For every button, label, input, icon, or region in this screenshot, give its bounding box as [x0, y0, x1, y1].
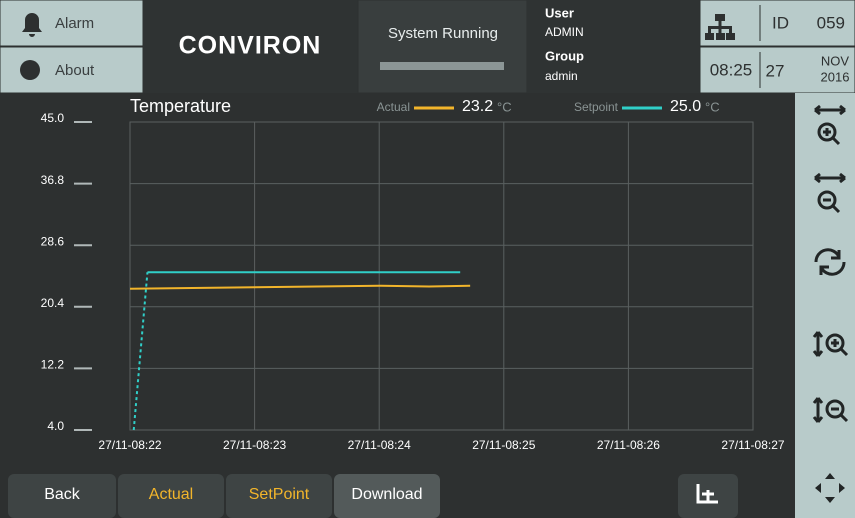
x-tick-label: 27/11-08:24: [348, 438, 411, 452]
x-tick-label: 27/11-08:25: [472, 438, 535, 452]
about-label: About: [55, 62, 95, 79]
legend-reading: 23.2: [462, 98, 493, 115]
x-tick-label: 27/11-08:23: [223, 438, 286, 452]
user-label: User: [545, 5, 574, 20]
group-label: Group: [545, 48, 584, 63]
y-tick-label: 36.8: [41, 173, 65, 187]
user: ADMIN: [545, 25, 584, 39]
legend-unit: °C: [705, 99, 720, 114]
x-tick-label: 27/11-08:26: [597, 438, 660, 452]
logo-panel: [143, 0, 358, 93]
x-tick-label: 27/11-08:27: [721, 438, 784, 452]
time: 08:25: [710, 60, 753, 79]
zoom-out-y-button[interactable]: [812, 397, 849, 423]
logo: CONVIRON: [179, 32, 322, 60]
footer-button-label: Back: [44, 486, 81, 503]
legend-unit: °C: [497, 99, 512, 114]
y-tick-label: 28.6: [41, 234, 65, 248]
download-button[interactable]: [334, 474, 440, 518]
series-line: [129, 284, 471, 290]
bell-icon: [22, 13, 42, 37]
alarm-button[interactable]: [0, 0, 144, 47]
legend-label: Actual: [377, 100, 410, 114]
zoom-in-x-button[interactable]: [814, 104, 846, 146]
pan-button[interactable]: [815, 473, 845, 503]
footer-button-label: SetPoint: [249, 486, 310, 503]
refresh-button[interactable]: [814, 248, 846, 276]
datetime-panel: [699, 46, 855, 94]
id: 059: [817, 13, 845, 32]
status-label: System Running: [388, 25, 498, 42]
setpoint-button[interactable]: [226, 474, 332, 518]
zoom-out-x-button[interactable]: [814, 172, 846, 214]
month: NOV: [821, 53, 850, 68]
day: 27: [766, 61, 785, 80]
user-panel: [527, 0, 700, 93]
progress-bar: [380, 62, 504, 70]
actual-button[interactable]: [118, 474, 224, 518]
y-tick-label: 12.2: [41, 358, 65, 372]
id-panel: [699, 0, 855, 47]
sidebar: [795, 93, 855, 518]
alarm-label: Alarm: [55, 15, 94, 32]
year: 2016: [821, 69, 850, 84]
legend-label: Setpoint: [574, 100, 619, 114]
legend-reading: 25.0: [670, 98, 701, 115]
y-tick-label: 4.0: [47, 419, 64, 433]
x-tick-label: 27/11-08:22: [98, 438, 161, 452]
y-tick-label: 45.0: [41, 111, 65, 125]
y-tick-label: 20.4: [41, 296, 65, 310]
status-panel: [357, 0, 528, 94]
footer-button-label: Actual: [149, 486, 193, 503]
chart-title: Temperature: [130, 96, 231, 116]
back-button[interactable]: [8, 474, 116, 518]
footer-button-label: Download: [351, 486, 422, 503]
group: admin: [545, 69, 578, 83]
sidebar-icons: [812, 104, 849, 503]
network-icon: [705, 14, 735, 40]
globe-icon: [20, 60, 40, 80]
zoom-in-y-button[interactable]: [812, 331, 849, 357]
series-line: [132, 272, 149, 431]
id-label: ID: [772, 13, 789, 32]
marker-icon: [696, 484, 718, 504]
